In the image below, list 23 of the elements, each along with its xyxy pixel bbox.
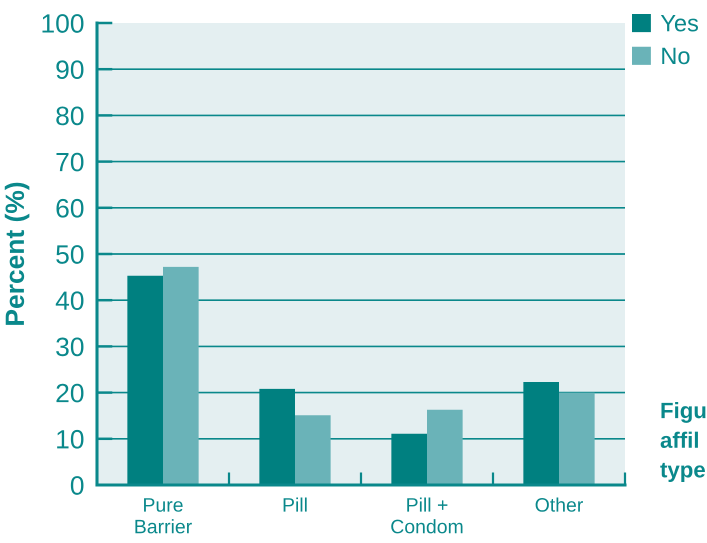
y-tick-label: 60 (56, 198, 84, 218)
y-tick-label: 20 (56, 384, 84, 402)
x-tick-label: Pill + Condom (391, 498, 462, 534)
legend-label: No (662, 48, 690, 64)
bar (163, 266, 199, 485)
y-tick-label: 40 (56, 291, 84, 310)
y-tick-label: 100 (42, 14, 84, 33)
y-tick-label: 50 (56, 245, 84, 264)
bar (427, 410, 463, 485)
y-tick-label: 0 (70, 476, 84, 495)
bar (559, 392, 595, 485)
y-tick-label: 10 (57, 430, 84, 449)
y-tick-label: 90 (56, 60, 84, 80)
y-tick-label: 70 (56, 152, 84, 172)
x-tick-label: Other (536, 498, 583, 512)
y-tick-label: 30 (56, 338, 84, 356)
y-tick-label: 80 (56, 106, 84, 126)
x-tick-label: Pure Barrier (135, 498, 192, 534)
text: Figu affil type (660, 402, 706, 482)
y-axis-title: Percent (%) (4, 182, 30, 325)
x-tick-label: Pill (284, 498, 307, 512)
legend-label: Yes (660, 14, 698, 32)
bar (295, 415, 331, 485)
